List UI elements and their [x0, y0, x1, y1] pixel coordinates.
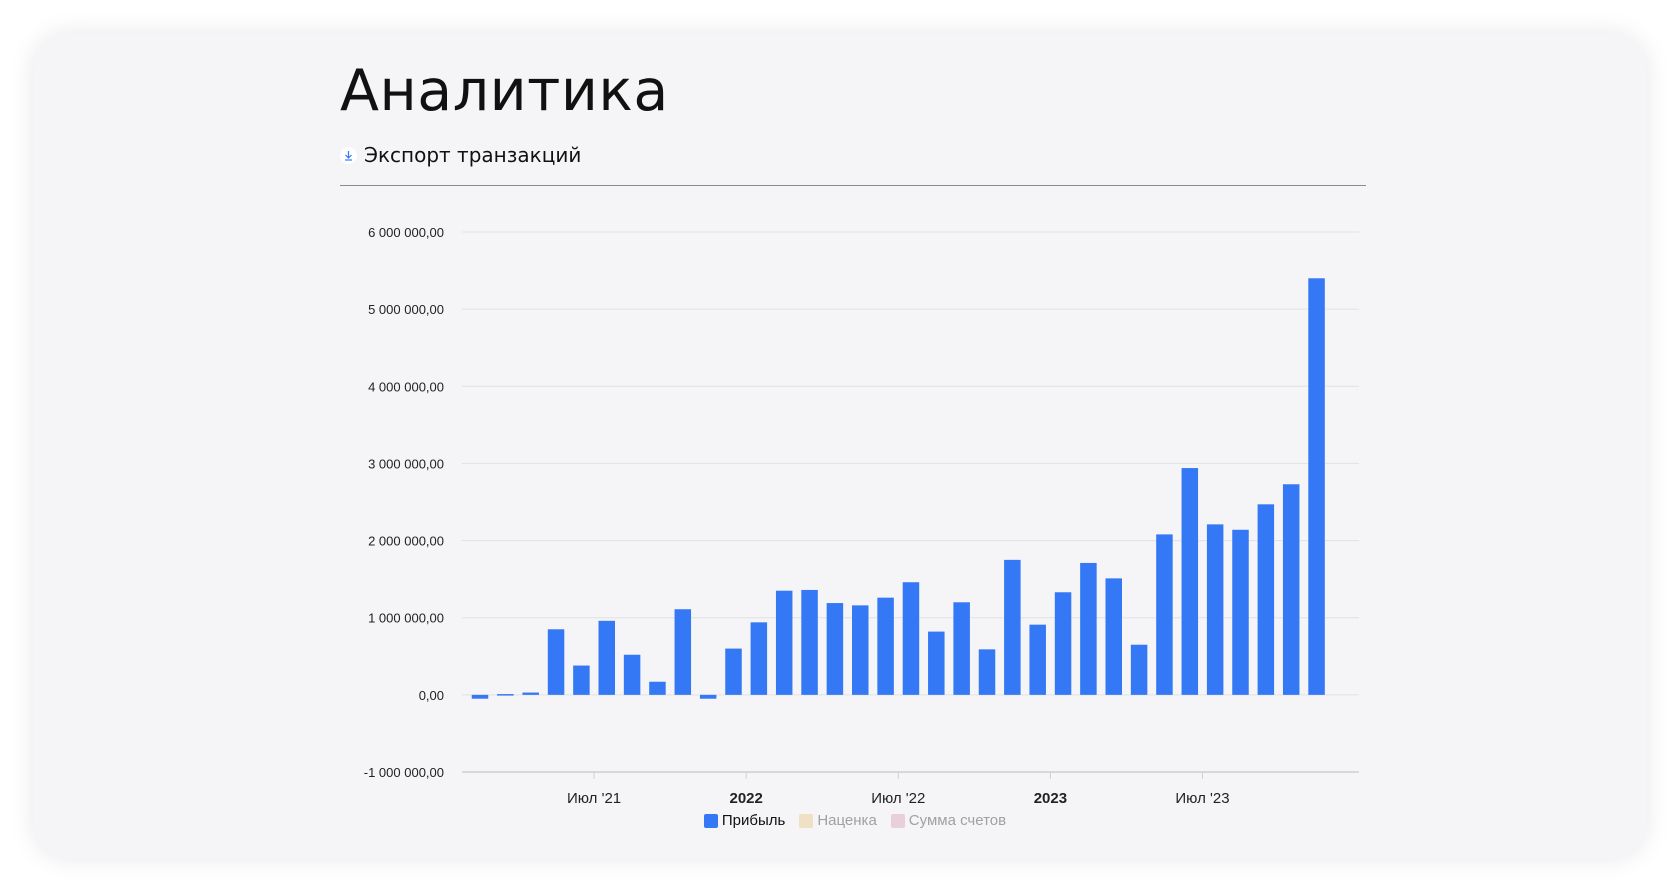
- bar[interactable]: [801, 589, 818, 695]
- export-transactions-label: Экспорт транзакций: [364, 143, 582, 167]
- y-axis-labels: 6 000 000,00 5 000 000,00 4 000 000,00 3 00…: [364, 225, 444, 780]
- x-tick-label: Июл '22: [871, 790, 925, 807]
- bar[interactable]: [471, 694, 489, 699]
- bar[interactable]: [826, 603, 844, 695]
- header-divider: [340, 185, 1366, 186]
- bar[interactable]: [775, 590, 793, 695]
- bar[interactable]: [1232, 529, 1249, 695]
- legend-swatch-invoices: [890, 813, 905, 828]
- bar[interactable]: [1105, 578, 1123, 695]
- bar[interactable]: [1156, 534, 1173, 695]
- bar[interactable]: [699, 694, 717, 699]
- legend-label-invoices: Сумма счетов: [908, 812, 1007, 829]
- bar[interactable]: [1080, 562, 1097, 695]
- bar[interactable]: [1308, 278, 1325, 695]
- x-axis-labels: Июл '21 2022 Июл '22 2023 Июл '23: [567, 772, 1230, 807]
- bar[interactable]: [902, 582, 920, 695]
- y-tick-label: 0,00: [419, 688, 444, 703]
- legend-label-profit: Прибыль: [721, 812, 786, 829]
- x-tick-label: 2023: [1034, 790, 1067, 807]
- bar[interactable]: [1029, 624, 1046, 695]
- bar[interactable]: [978, 649, 996, 695]
- y-tick-label: 5 000 000,00: [368, 302, 444, 317]
- bar[interactable]: [674, 609, 692, 695]
- analytics-card: [34, 34, 1646, 858]
- bar[interactable]: [1282, 484, 1300, 695]
- bar[interactable]: [877, 597, 894, 695]
- x-tick-label: 2022: [729, 790, 762, 807]
- bar[interactable]: [522, 692, 539, 695]
- chart-legend: Прибыль Наценка Сумма счетов: [0, 812, 1680, 829]
- x-tick-label: Июл '21: [567, 790, 621, 807]
- export-transactions-button[interactable]: Экспорт транзакций: [340, 142, 581, 168]
- download-icon: [340, 146, 357, 164]
- bar[interactable]: [1054, 592, 1072, 695]
- legend-swatch-profit: [703, 813, 718, 828]
- bar[interactable]: [547, 629, 565, 695]
- bar[interactable]: [953, 602, 970, 695]
- bar[interactable]: [1181, 468, 1199, 695]
- legend-label-markup: Наценка: [817, 812, 877, 829]
- x-tick-label: Июл '23: [1175, 790, 1229, 807]
- legend-swatch-markup: [799, 813, 814, 828]
- legend-item-profit[interactable]: Прибыль: [703, 812, 786, 829]
- y-tick-label: 4 000 000,00: [368, 379, 444, 394]
- bar[interactable]: [598, 620, 616, 695]
- y-tick-label: 3 000 000,00: [368, 456, 444, 471]
- bar[interactable]: [1130, 644, 1148, 695]
- bar[interactable]: [1004, 559, 1021, 695]
- y-tick-label: 6 000 000,00: [368, 225, 444, 240]
- bar[interactable]: [649, 681, 666, 695]
- bar[interactable]: [725, 648, 742, 695]
- bar[interactable]: [1257, 504, 1275, 695]
- y-tick-label: 1 000 000,00: [368, 611, 444, 626]
- y-tick-label: -1 000 000,00: [364, 765, 444, 780]
- bar[interactable]: [750, 622, 768, 695]
- legend-item-invoices[interactable]: Сумма счетов: [890, 812, 1007, 829]
- page-title: Аналитика: [340, 58, 669, 124]
- bar[interactable]: [928, 631, 945, 695]
- bar[interactable]: [573, 665, 590, 695]
- bar-series: [471, 278, 1325, 699]
- bar[interactable]: [1206, 524, 1224, 695]
- bar[interactable]: [497, 694, 514, 696]
- bar[interactable]: [852, 605, 869, 695]
- y-tick-label: 2 000 000,00: [368, 534, 444, 549]
- legend-item-markup[interactable]: Наценка: [799, 812, 877, 829]
- bar[interactable]: [623, 654, 641, 695]
